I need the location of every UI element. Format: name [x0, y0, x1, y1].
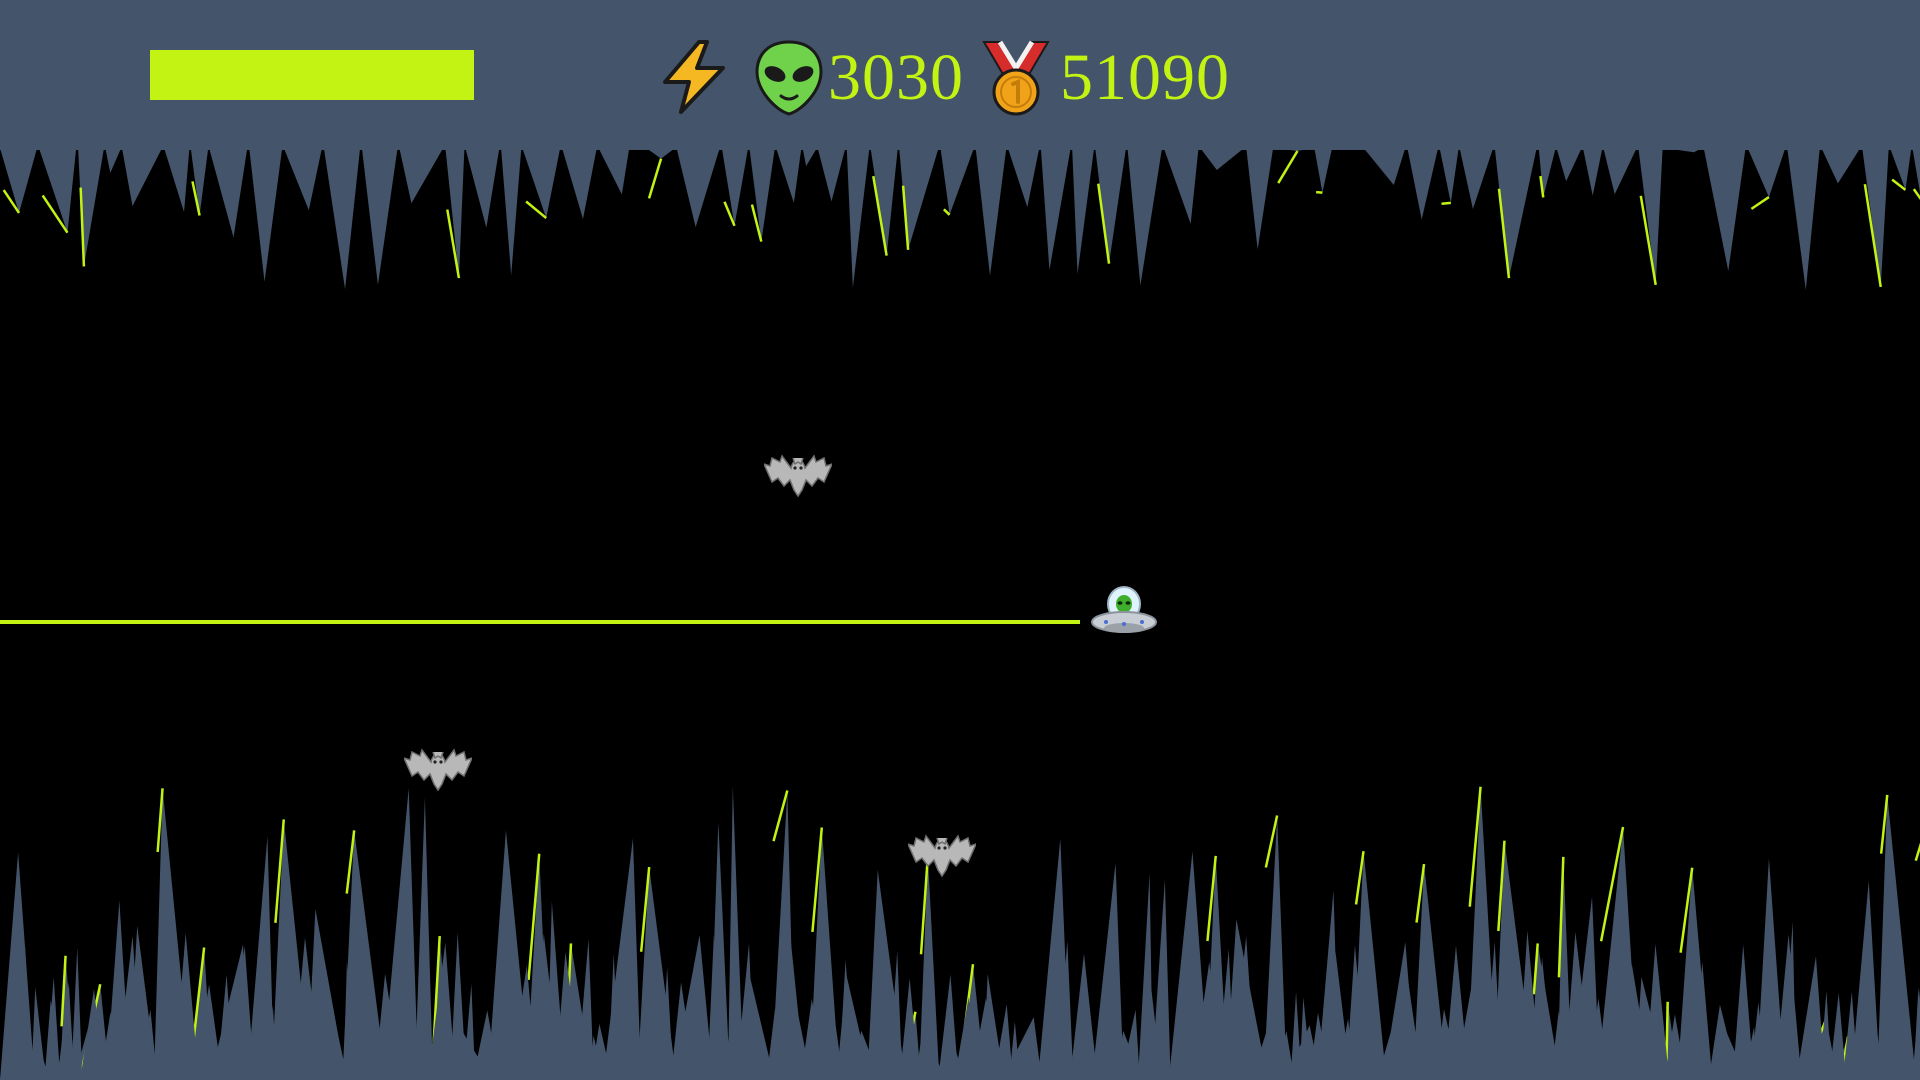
floor-stalagmites [0, 786, 1920, 1080]
ufo-player[interactable] [1090, 584, 1158, 640]
bat-enemy [764, 455, 832, 497]
gold-medal-icon [982, 40, 1050, 116]
lightning-bolt-icon [663, 40, 725, 114]
energy-bar-fill [150, 50, 474, 100]
best-score: 51090 [1060, 41, 1230, 114]
alien-score: 3030 [828, 41, 964, 114]
bat-enemy [908, 835, 976, 877]
alien-face-icon [755, 40, 823, 116]
bat-enemy [404, 749, 472, 791]
ceiling-stalactites [0, 0, 1920, 338]
hud: 3030 51090 [0, 0, 1920, 150]
energy-bar [150, 50, 474, 100]
